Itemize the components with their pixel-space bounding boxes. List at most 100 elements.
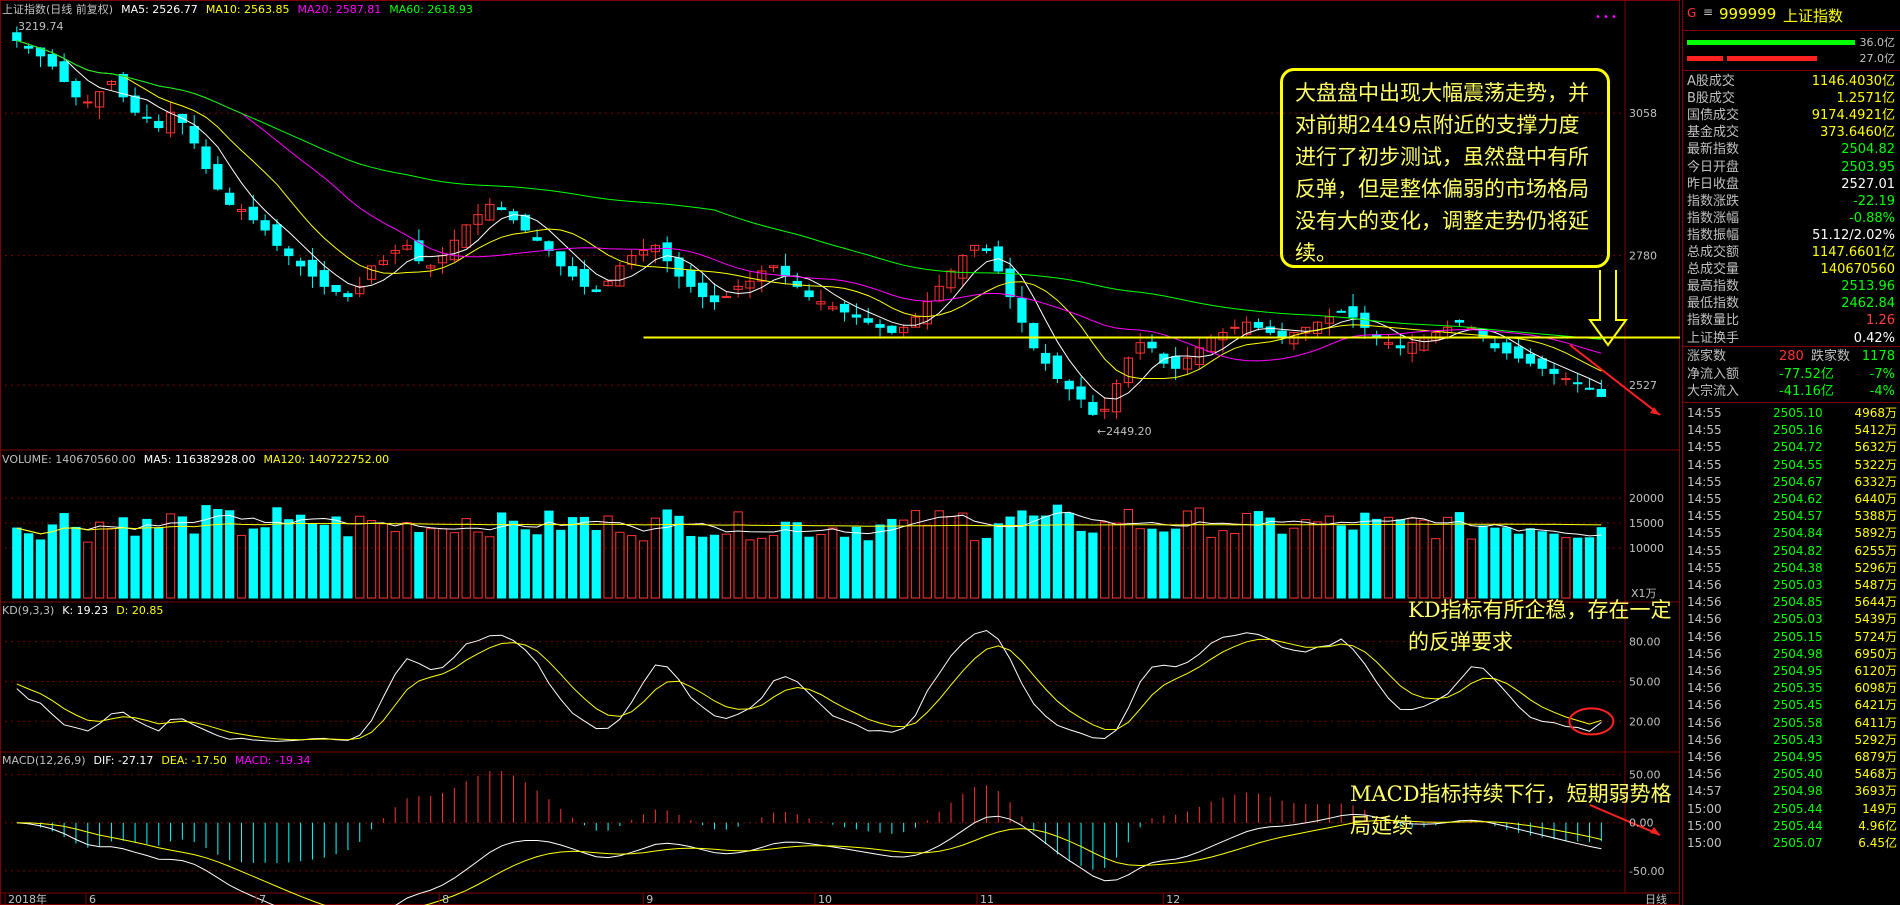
tick-volume: 5644万	[1854, 595, 1897, 610]
volume-bar	[1029, 515, 1039, 599]
tick-time: 14:55	[1687, 474, 1722, 489]
tick-volume: 5388万	[1854, 509, 1897, 524]
strength-bar-1-value: 36.0亿	[1859, 36, 1896, 49]
candle-body	[331, 285, 341, 292]
candle-body	[1336, 310, 1346, 313]
candle-body	[47, 53, 57, 67]
candle-body	[721, 296, 731, 299]
candle-body	[1005, 268, 1015, 298]
candle-body	[94, 91, 105, 108]
volume-bar	[260, 527, 270, 599]
volume-bar	[887, 518, 897, 599]
indicator-dot: •	[1603, 12, 1609, 23]
candle-body	[638, 249, 649, 256]
candle-body	[1324, 316, 1335, 324]
candle-body	[1052, 355, 1063, 380]
candle-body	[284, 248, 294, 257]
volume-bar	[627, 535, 637, 599]
candle-body	[1407, 342, 1417, 354]
macd-dif-line	[16, 813, 1602, 905]
ma5-label: MA5: 2526.77	[121, 3, 198, 16]
volume-tick-label: 10000	[1629, 542, 1664, 555]
volume-bar	[958, 512, 968, 599]
candle-body	[1029, 323, 1039, 349]
volume-bar	[1573, 537, 1583, 599]
candle-body	[1076, 386, 1086, 400]
tick-price: 2504.98	[1773, 784, 1823, 799]
stat-label: 指数涨幅	[1687, 210, 1740, 226]
volume-bar	[757, 537, 767, 599]
ma20-line	[16, 40, 1602, 362]
candle-body	[1490, 343, 1500, 349]
candle-body	[698, 282, 708, 298]
volume-bar	[366, 520, 377, 599]
volume-bar	[603, 515, 613, 599]
candle-body	[485, 203, 495, 221]
volume-bar	[390, 531, 400, 599]
volume-ma5-label: MA5: 116382928.00	[143, 453, 256, 466]
indicator-dot: •	[1611, 12, 1617, 23]
candle-body	[792, 280, 802, 287]
volume-bar	[426, 528, 436, 599]
tick-volume: 5632万	[1854, 440, 1897, 455]
stat-value: 0.42%	[1853, 330, 1895, 346]
menu-icon[interactable]: ≡	[1703, 5, 1714, 19]
down-count-value: 1178	[1861, 349, 1895, 364]
volume-bar	[1052, 504, 1063, 599]
candle-body	[1348, 306, 1358, 318]
tick-time: 14:56	[1687, 664, 1722, 678]
candle-body	[1135, 342, 1145, 354]
stat-value: 1.2571亿	[1836, 91, 1896, 107]
annotation-main: 大盘盘中出现大幅震荡走势，并对前期2449点附近的支撑力度进行了初步测试，虽然盘…	[1280, 68, 1610, 268]
tick-price: 2504.67	[1773, 474, 1823, 489]
x-axis-label: 6	[89, 893, 96, 905]
tick-time: 14:56	[1687, 612, 1722, 627]
volume-bar	[59, 513, 69, 599]
tick-price: 2504.85	[1773, 595, 1823, 610]
candle-body	[1502, 342, 1512, 354]
candle-body	[165, 111, 176, 134]
candle-body	[768, 265, 779, 269]
volume-bar	[674, 515, 684, 599]
stat-row: 指数涨跌 -22.19	[1683, 193, 1900, 210]
volume-bar	[272, 507, 282, 599]
flow-row-2: 大宗流入 -41.16亿 -4%	[1683, 383, 1900, 400]
volume-bar	[1253, 511, 1264, 599]
candle-body	[473, 214, 483, 225]
candle-body	[899, 326, 909, 334]
candle-body	[863, 318, 873, 323]
annotation-kd: KD指标有所企稳，存在一定的反弹要求	[1408, 598, 1672, 654]
candle-body	[366, 265, 377, 280]
volume-bar	[1218, 530, 1228, 599]
chart-area[interactable]: 3058 2780 2527 3219.74 ←2449.20 • • • 20000 15000…	[0, 0, 1680, 905]
volume-bar	[1360, 512, 1370, 599]
stat-row: 指数涨幅 -0.88%	[1683, 210, 1900, 227]
x-axis-label: 11	[980, 893, 994, 905]
candle-body	[1596, 388, 1606, 397]
candle-body	[1395, 345, 1405, 349]
kd-d-label: D: 20.85	[116, 604, 164, 617]
candle-body	[355, 285, 365, 295]
candle-body	[662, 242, 672, 262]
candle-body	[201, 146, 211, 170]
volume-bar	[177, 516, 188, 599]
panel-title[interactable]: G ≡ 999999 上证指数	[1683, 0, 1900, 31]
volume-bar	[993, 523, 1003, 599]
macd-header: MACD(12,26,9) DIF: -27.17 DEA: -17.50 MACD:…	[2, 754, 318, 768]
tick-volume: 6332万	[1854, 474, 1897, 489]
volume-bar	[532, 534, 542, 599]
tick-row: 14:56 2505.15 5724万	[1683, 629, 1900, 646]
candle-body	[757, 270, 767, 282]
volume-bar	[189, 533, 199, 599]
candle-body	[958, 255, 968, 279]
tick-volume: 6411万	[1854, 715, 1897, 730]
quote-panel: G ≡ 999999 上证指数 36.0亿 27.0亿 A股成交 1146.403…	[1682, 0, 1900, 905]
tick-time: 14:55	[1687, 406, 1722, 420]
candle-body	[1454, 320, 1465, 323]
stat-label: 总成交额	[1687, 245, 1740, 260]
candle-body	[236, 209, 247, 212]
volume-bar	[319, 524, 329, 599]
tick-time: 14:56	[1687, 681, 1722, 696]
flow-value: -77.52亿	[1779, 367, 1834, 382]
volume-bar	[414, 531, 424, 599]
